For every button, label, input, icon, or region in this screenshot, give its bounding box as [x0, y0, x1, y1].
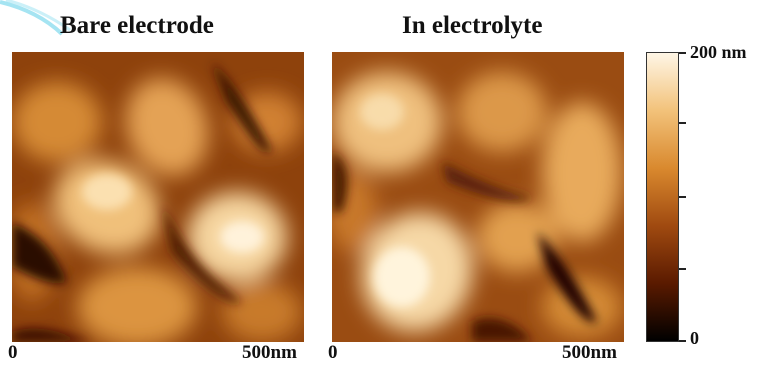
colorbar-tick-bottom	[679, 340, 686, 342]
panel-title-in-electrolyte: In electrolyte	[402, 12, 543, 39]
colorbar-tick-upper	[679, 122, 686, 124]
colorbar-max-label: 200 nm	[690, 42, 747, 62]
axis-end-label-right: 500nm	[562, 342, 617, 363]
axis-start-label-left: 0	[8, 342, 18, 363]
colorbar-tick-top	[679, 52, 686, 54]
panel-title-bare-electrode: Bare electrode	[60, 12, 214, 39]
axis-start-label-right: 0	[328, 342, 338, 363]
colorbar-min-label: 0	[690, 328, 699, 348]
colorbar-tick-middle	[679, 196, 686, 198]
afm-image-in-electrolyte	[332, 52, 624, 342]
height-colorbar	[646, 52, 679, 342]
afm-image-bare-electrode	[12, 52, 304, 342]
axis-end-label-left: 500nm	[242, 342, 297, 363]
decorative-swoosh	[0, 0, 71, 36]
colorbar-tick-lower	[679, 268, 686, 270]
